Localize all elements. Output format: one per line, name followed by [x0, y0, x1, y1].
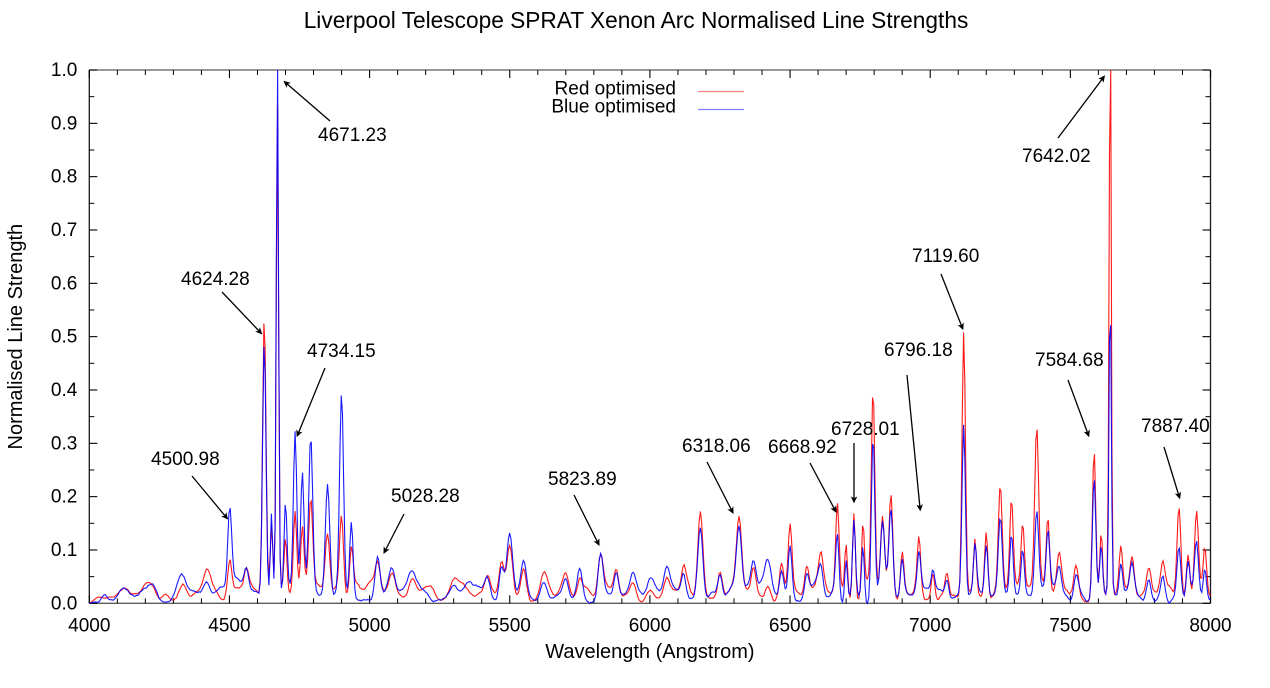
svg-text:0.1: 0.1	[51, 540, 77, 561]
svg-text:Blue optimised: Blue optimised	[551, 97, 676, 118]
svg-text:8000: 8000	[1189, 615, 1231, 636]
svg-text:4500: 4500	[208, 615, 250, 636]
svg-text:0.0: 0.0	[51, 593, 77, 614]
svg-text:Wavelength (Angstrom): Wavelength (Angstrom)	[545, 641, 754, 663]
svg-text:7000: 7000	[909, 615, 951, 636]
svg-text:4734.15: 4734.15	[307, 341, 376, 362]
svg-text:7584.68: 7584.68	[1035, 350, 1104, 371]
svg-text:5000: 5000	[348, 615, 390, 636]
svg-text:4500.98: 4500.98	[151, 449, 220, 470]
svg-text:6000: 6000	[629, 615, 671, 636]
svg-text:6318.06: 6318.06	[682, 436, 751, 457]
svg-text:7887.40: 7887.40	[1141, 416, 1210, 437]
svg-text:6796.18: 6796.18	[884, 340, 953, 361]
svg-text:4671.23: 4671.23	[318, 125, 387, 146]
svg-text:7119.60: 7119.60	[912, 246, 979, 267]
svg-text:0.7: 0.7	[51, 220, 77, 241]
svg-text:1.0: 1.0	[51, 60, 77, 81]
svg-text:Normalised Line Strength: Normalised Line Strength	[5, 224, 27, 450]
svg-text:6500: 6500	[769, 615, 811, 636]
svg-text:Liverpool Telescope SPRAT Xeno: Liverpool Telescope SPRAT Xenon Arc Norm…	[304, 7, 969, 33]
svg-text:0.4: 0.4	[51, 380, 78, 401]
svg-text:4000: 4000	[68, 615, 110, 636]
svg-text:5028.28: 5028.28	[391, 486, 460, 507]
svg-text:5823.89: 5823.89	[548, 469, 617, 490]
svg-text:0.5: 0.5	[51, 327, 77, 348]
svg-text:7642.02: 7642.02	[1022, 146, 1091, 167]
svg-text:7500: 7500	[1049, 615, 1091, 636]
svg-text:0.3: 0.3	[51, 433, 77, 454]
svg-text:4624.28: 4624.28	[181, 269, 250, 290]
svg-text:0.6: 0.6	[51, 273, 77, 294]
svg-text:6668.92: 6668.92	[768, 437, 837, 458]
svg-text:0.9: 0.9	[51, 113, 77, 134]
svg-text:6728.01: 6728.01	[831, 419, 900, 440]
svg-text:0.8: 0.8	[51, 167, 77, 188]
svg-text:5500: 5500	[489, 615, 531, 636]
svg-text:0.2: 0.2	[51, 487, 77, 508]
